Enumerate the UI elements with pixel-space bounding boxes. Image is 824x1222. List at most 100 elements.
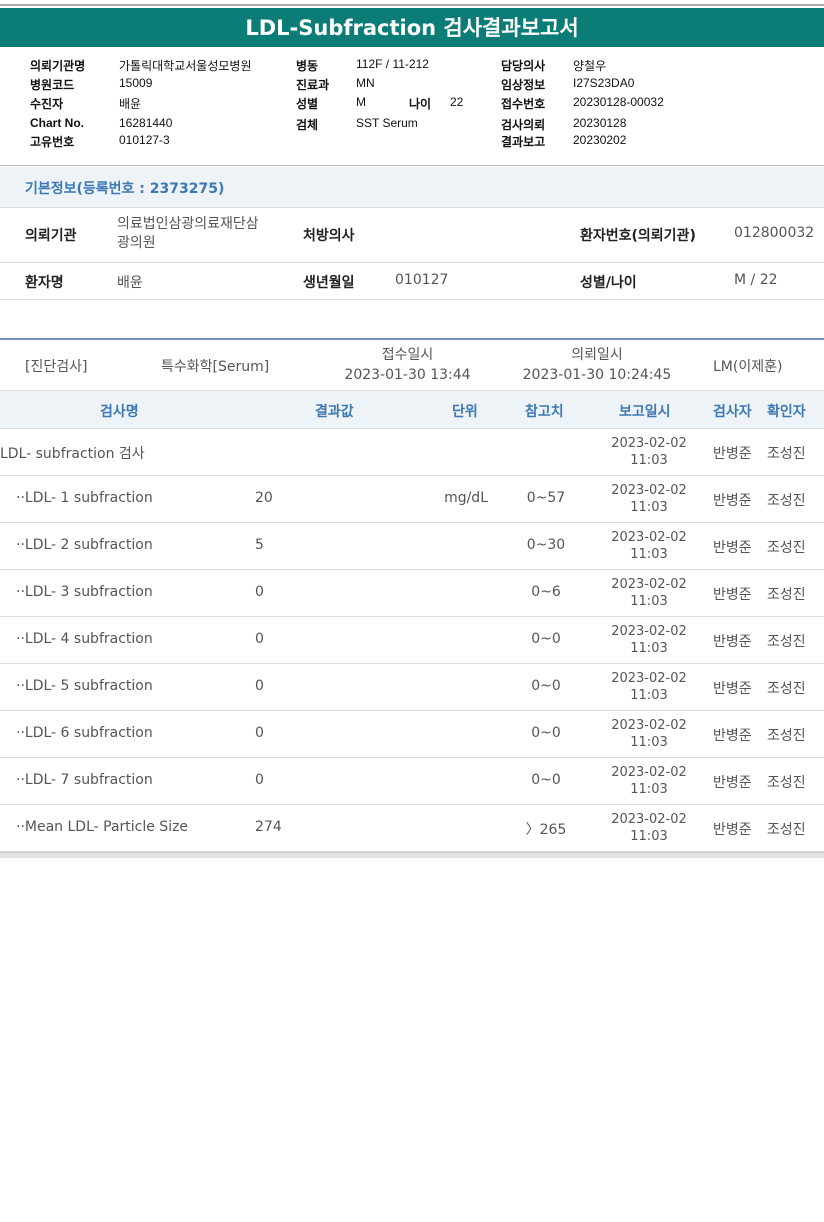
age-value: 22 (450, 95, 464, 109)
reference-range: 0~0 (531, 631, 561, 647)
institution-value-line2: 광의원 (117, 235, 156, 251)
table-row: ··LDL- 4 subfraction 0 0~0 2023-02-02 11:… (0, 617, 824, 664)
reference-range: 0~57 (526, 490, 566, 506)
confirmer: 조성진 (767, 822, 806, 838)
age-label: 나이 (409, 97, 432, 111)
received-datetime: 접수일시 2023-01-30 13:44 (330, 345, 485, 385)
tester: 반병준 (713, 728, 752, 744)
header-value: SST Serum (356, 116, 418, 130)
header-value: MN (356, 76, 375, 90)
birth-label: 생년월일 (303, 275, 355, 291)
report-datetime: 2023-02-02 11:03 (600, 670, 698, 704)
patient-no-value: 012800032 (734, 225, 815, 241)
tester: 반병준 (713, 822, 752, 838)
report-date: 2023-02-02 (611, 671, 687, 686)
report-time: 11:03 (630, 735, 668, 750)
lab-name: LM(이제훈) (713, 359, 783, 375)
header-label: 접수번호 (501, 97, 546, 111)
name-label: 환자명 (25, 275, 64, 291)
table-header: 검사명 결과값 단위 참고치 보고일시 검사자 확인자 (0, 391, 824, 429)
basic-info-title: 기본정보(등록번호 : 2373275) (25, 181, 225, 197)
tester: 반병준 (713, 540, 752, 556)
table-row: ··Mean LDL- Particle Size 274 〉265 2023-… (0, 805, 824, 852)
reference-range: 0~0 (531, 725, 561, 741)
confirmer: 조성진 (767, 446, 806, 462)
institution-value: 의료법인삼광의료재단삼 광의원 (117, 215, 259, 253)
report-time: 11:03 (630, 547, 668, 562)
report-time: 11:03 (630, 594, 668, 609)
tester: 반병준 (713, 775, 752, 791)
header-value: M (356, 95, 366, 109)
test-name: ··LDL- 1 subfraction (16, 490, 153, 506)
test-name: LDL- subfraction 검사 (0, 446, 145, 462)
header-label: 성별 (296, 97, 319, 111)
report-date: 2023-02-02 (611, 436, 687, 451)
header-value: I27S23DA0 (573, 76, 635, 90)
header-value: 양철우 (573, 59, 607, 73)
report-time: 11:03 (630, 500, 668, 515)
header-label: Chart No. (30, 116, 84, 130)
header-label: 진료과 (296, 78, 330, 92)
header-report-date: 보고일시 (619, 404, 671, 420)
confirmer: 조성진 (767, 493, 806, 509)
header-confirmer: 확인자 (767, 404, 806, 420)
sex-age-value: M / 22 (734, 272, 778, 288)
received-value: 2023-01-30 13:44 (344, 367, 471, 383)
header-value: 010127-3 (119, 133, 170, 147)
header-label: 병원코드 (30, 78, 75, 92)
report-time: 11:03 (630, 829, 668, 844)
confirmer: 조성진 (767, 587, 806, 603)
header-value: 배윤 (119, 97, 142, 111)
sex-age-label: 성별/나이 (580, 275, 637, 291)
header-label: 검사의뢰 (501, 118, 546, 132)
reference-range: 0~30 (526, 537, 566, 553)
result-value: 5 (255, 537, 264, 553)
reference-range: 0~0 (531, 678, 561, 694)
header-label: 결과보고 (501, 135, 546, 149)
birth-value: 010127 (395, 272, 449, 288)
report-time: 11:03 (630, 453, 668, 468)
header-label: 의뢰기관명 (30, 59, 86, 73)
tester: 반병준 (713, 493, 752, 509)
basic-info-row-1: 의뢰기관 의료법인삼광의료재단삼 광의원 처방의사 환자번호(의뢰기관) 0128… (0, 208, 824, 263)
header-test-name: 검사명 (100, 404, 139, 420)
report-date: 2023-02-02 (611, 812, 687, 827)
header-unit: 단위 (452, 404, 478, 420)
result-value: 0 (255, 631, 264, 647)
header-label: 병동 (296, 59, 319, 73)
table-row: ··LDL- 6 subfraction 0 0~0 2023-02-02 11:… (0, 711, 824, 758)
name-value: 배윤 (117, 275, 143, 291)
requested-label: 의뢰일시 (571, 347, 623, 363)
report-time: 11:03 (630, 782, 668, 797)
report-time: 11:03 (630, 688, 668, 703)
basic-info-header: 기본정보(등록번호 : 2373275) (0, 167, 824, 208)
confirmer: 조성진 (767, 540, 806, 556)
header-result: 결과값 (315, 404, 354, 420)
report-datetime: 2023-02-02 11:03 (600, 717, 698, 751)
header-value: 20230128 (573, 116, 627, 130)
test-name: ··Mean LDL- Particle Size (16, 819, 189, 835)
header-label: 담당의사 (501, 59, 546, 73)
report-title: LDL-Subfraction 검사결과보고서 (0, 8, 824, 47)
tester: 반병준 (713, 634, 752, 650)
test-name: ··LDL- 7 subfraction (16, 772, 153, 788)
header-value: 112F / 11-212 (356, 57, 429, 71)
table-row: ··LDL- 1 subfraction 20 mg/dL 0~57 2023-… (0, 476, 824, 523)
confirmer: 조성진 (767, 634, 806, 650)
report-datetime: 2023-02-02 11:03 (600, 764, 698, 798)
bottom-border (0, 852, 824, 858)
result-value: 20 (255, 490, 273, 506)
section-divider (0, 338, 824, 340)
header-label: 임상정보 (501, 78, 546, 92)
result-value: 0 (255, 772, 264, 788)
header-value: 가톨릭대학교서울성모병원 (119, 59, 252, 73)
exam-type: 특수화학[Serum] (161, 359, 270, 375)
header-value: 16281440 (119, 116, 173, 130)
report-date: 2023-02-02 (611, 530, 687, 545)
header-reference: 참고치 (525, 404, 564, 420)
report-date: 2023-02-02 (611, 765, 687, 780)
requested-value: 2023-01-30 10:24:45 (522, 367, 672, 383)
unit: mg/dL (444, 490, 488, 506)
header-value: 15009 (119, 76, 153, 90)
table-row: ··LDL- 3 subfraction 0 0~6 2023-02-02 11:… (0, 570, 824, 617)
